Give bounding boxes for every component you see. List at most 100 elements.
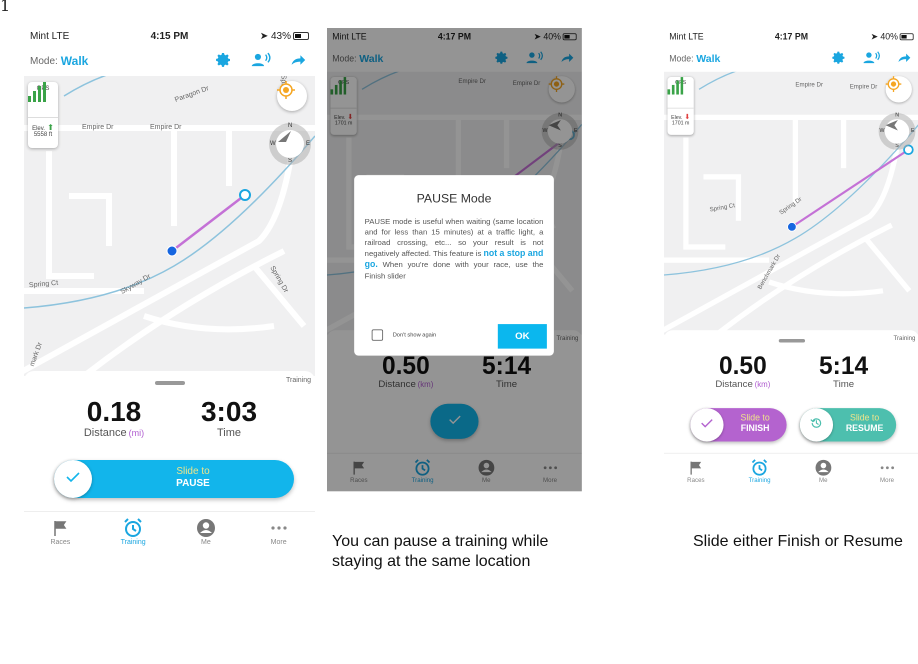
phone-screen-1: Mint LTE 4:15 PM ➤ 43% Mode: Walk Paragon Dr E…: [24, 26, 315, 555]
activity-type-label: Training: [285, 377, 311, 384]
gps-label: GPS: [338, 80, 350, 86]
caption-pause: You can pause a training while staying a…: [332, 533, 549, 570]
confirm-button[interactable]: [430, 403, 479, 439]
tab-training[interactable]: Training: [728, 454, 792, 492]
mode-selector[interactable]: Walk: [359, 52, 384, 65]
tab-training[interactable]: Training: [97, 512, 170, 555]
phone-screen-2: Mint LTE 4:17 PM ➤ 40% Mode: Walk Empire Dr Em…: [327, 28, 582, 492]
dont-show-again-label[interactable]: Don't show again: [392, 331, 437, 339]
locate-me-button[interactable]: [885, 76, 912, 103]
slider-hint: Slide to: [176, 466, 210, 477]
carrier-label: Mint LTE: [669, 31, 704, 42]
activity-type-label: Training: [556, 335, 579, 342]
map[interactable]: Empire Dr Empire Dr Spring Ct Spring Dr Benc…: [664, 71, 918, 335]
header: Mode: Walk: [327, 46, 582, 72]
slider-action: FINISH: [740, 423, 770, 434]
location-arrow-icon: ➤: [533, 31, 544, 42]
check-icon: [447, 413, 461, 429]
compass-n: N: [895, 112, 900, 119]
compass-w: W: [542, 128, 548, 134]
time-value: 5:14: [819, 352, 869, 380]
road-label: Empire Dr: [512, 80, 541, 87]
voice-button[interactable]: [525, 49, 544, 68]
gps-signal: GPS: [667, 77, 694, 109]
voice-button[interactable]: [862, 49, 881, 68]
status-bar: Mint LTE 4:15 PM ➤ 43%: [24, 26, 315, 46]
share-button[interactable]: [557, 49, 576, 68]
tab-me[interactable]: Me: [791, 454, 855, 492]
gps-label: GPS: [36, 86, 50, 92]
gear-button[interactable]: [213, 50, 235, 72]
compass-arrow-icon: [547, 119, 573, 144]
slide-to-resume-slider[interactable]: Slide to RESUME: [799, 408, 897, 442]
sheet-drag-handle[interactable]: [778, 338, 806, 343]
slider-knob[interactable]: [690, 408, 724, 442]
tab-training[interactable]: Training: [391, 454, 455, 492]
tab-more[interactable]: More: [242, 512, 315, 555]
elevation-row: Elev. ⬇: [668, 113, 694, 121]
slider-action: PAUSE: [176, 478, 210, 489]
tab-races[interactable]: Races: [664, 454, 728, 492]
history-icon: [809, 416, 823, 434]
battery: ➤ 40%: [832, 31, 914, 42]
slide-to-finish-slider[interactable]: Slide to FINISH: [690, 408, 787, 442]
share-button[interactable]: [287, 50, 309, 72]
road-label: Empire Dr: [82, 124, 114, 131]
compass-n: N: [288, 123, 293, 129]
tab-me[interactable]: Me: [454, 454, 518, 492]
distance-unit: (km): [417, 380, 434, 389]
elevation-row: Elev. ⬇: [331, 113, 357, 121]
gps-signal: GPS: [330, 77, 357, 109]
more-icon: [518, 458, 582, 477]
slide-to-pause-slider[interactable]: Slide to PAUSE: [54, 460, 294, 498]
elevation-row: Elev. ⬆: [28, 123, 58, 132]
time-label: Time: [496, 379, 518, 390]
compass-button[interactable]: N W E S: [269, 123, 311, 165]
elevation: Elev. ⬇ 1701 m: [331, 109, 357, 135]
tab-bar: Races Training Me More: [24, 511, 315, 555]
locate-me-button[interactable]: [277, 81, 307, 111]
tab-more[interactable]: More: [518, 454, 582, 492]
tab-label: More: [880, 477, 895, 484]
mode-label: Mode:: [332, 53, 357, 64]
compass-button[interactable]: N W E S: [541, 112, 579, 150]
person-icon: [170, 517, 243, 539]
slider-knob[interactable]: [799, 408, 834, 442]
gps-elevation-widget: GPS Elev. ⬇ 1701 m: [667, 77, 694, 135]
carrier-label: Mint LTE: [332, 31, 367, 42]
elevation: Elev. ⬇ 1701 m: [668, 109, 694, 135]
distance-value: 0.50: [718, 352, 767, 380]
alarm-clock-icon: [391, 458, 455, 477]
road-label: Empire Dr: [458, 78, 487, 85]
map-canvas[interactable]: [24, 76, 315, 376]
distance-value: 0.18: [86, 396, 142, 427]
gear-button[interactable]: [493, 49, 512, 68]
elevation-value: 1701 m: [334, 120, 353, 127]
tab-more[interactable]: More: [855, 454, 918, 492]
locate-me-button[interactable]: [548, 76, 575, 103]
distance-label: Distance: [715, 379, 753, 390]
share-button[interactable]: [894, 49, 913, 68]
slider-action: RESUME: [845, 423, 884, 434]
voice-button[interactable]: [250, 50, 272, 72]
battery-icon: [293, 31, 309, 40]
tab-races[interactable]: Races: [327, 454, 391, 492]
mode-selector[interactable]: Walk: [696, 52, 721, 65]
voice-icon: [526, 50, 544, 67]
location-arrow-icon: ➤: [870, 31, 881, 42]
tab-races[interactable]: Races: [24, 512, 97, 555]
dont-show-again-checkbox[interactable]: [371, 329, 384, 341]
tab-me[interactable]: Me: [170, 512, 243, 555]
time-stat: 3:03 Time: [169, 397, 289, 440]
sheet-drag-handle[interactable]: [155, 381, 185, 385]
slider-knob[interactable]: [54, 460, 92, 498]
time-stat: 5:14 Time: [791, 353, 896, 390]
crosshair-icon: [885, 76, 902, 92]
gear-button[interactable]: [830, 49, 849, 68]
alarm-clock-icon: [728, 458, 792, 477]
tab-label: Me: [201, 539, 211, 546]
mode-selector[interactable]: Walk: [60, 54, 89, 68]
ok-button[interactable]: OK: [497, 324, 547, 349]
compass-button[interactable]: N W E S: [878, 112, 916, 150]
